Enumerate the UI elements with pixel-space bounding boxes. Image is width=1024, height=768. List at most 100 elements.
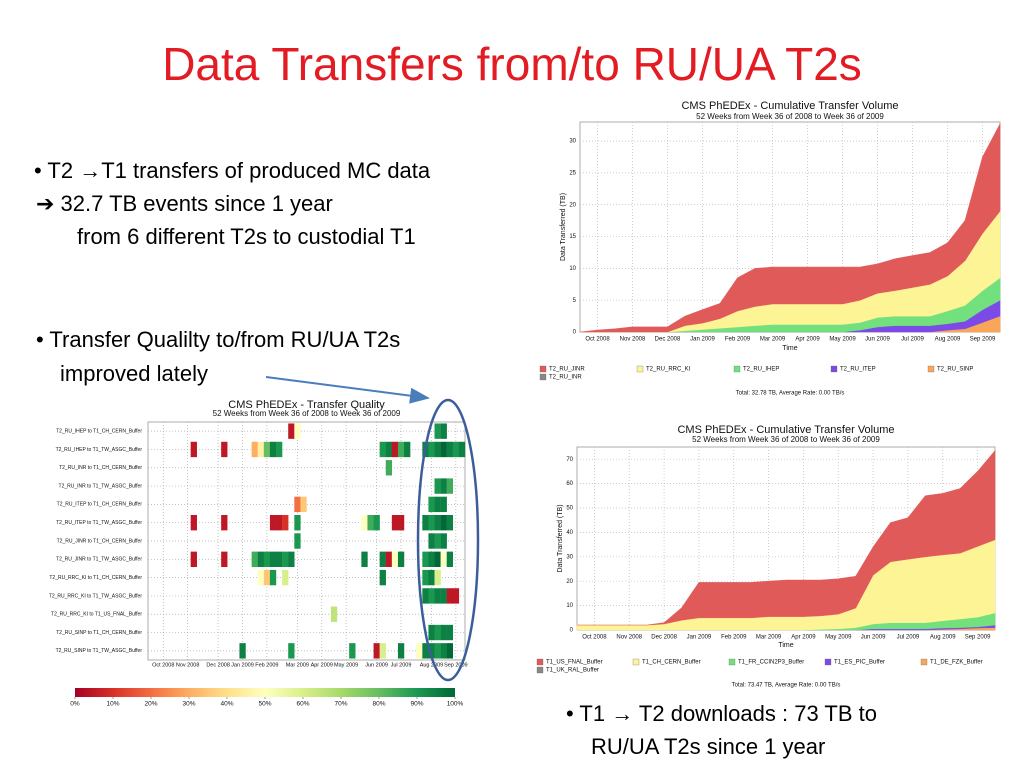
legend-swatch: [632, 658, 640, 666]
heat-cell: [428, 569, 435, 586]
legend-label: T2_RU_SINP: [937, 367, 973, 373]
chart-note: Total: 32.78 TB, Average Rate: 0.00 TB/s: [736, 391, 845, 397]
area: [577, 449, 996, 626]
chart-subtitle: 52 Weeks from Week 36 of 2008 to Week 36…: [692, 435, 880, 444]
x-tick-label: Mar 2009: [760, 337, 786, 343]
y-tick-label: 15: [569, 234, 576, 240]
callout-arrow: [265, 376, 430, 404]
y-tick-label: 10: [569, 266, 576, 272]
heat-cell: [373, 515, 380, 531]
heat-cell: [428, 643, 435, 659]
colorbar-label: 60%: [296, 701, 309, 708]
heat-cell: [361, 551, 368, 567]
heat-cell: [440, 496, 447, 513]
heat-cell: [434, 588, 441, 604]
legend-swatch: [733, 365, 741, 373]
column-label: Jul 2009: [391, 662, 412, 668]
heat-cell: [385, 441, 393, 458]
heat-cell: [190, 441, 197, 458]
column-label: Nov 2008: [176, 662, 200, 668]
legend-label: T1_ES_PIC_Buffer: [834, 660, 885, 666]
column-label: Jun 2009: [365, 662, 388, 668]
x-tick-label: Jul 2009: [901, 337, 924, 343]
heat-cell: [276, 441, 283, 458]
heat-cell: [434, 515, 441, 531]
colorbar: [75, 688, 455, 697]
heat-cell: [294, 423, 301, 439]
heat-cell: [269, 569, 277, 586]
heat-cell: [385, 460, 393, 476]
bullet: • T1 → T2 downloads : 73 TB to: [566, 701, 877, 726]
chart-subtitle: 52 Weeks from Week 36 of 2008 to Week 36…: [696, 112, 884, 121]
legend-swatch: [728, 658, 736, 666]
column-label: Oct 2008: [152, 662, 174, 668]
x-tick-label: Oct 2008: [585, 337, 610, 343]
heat-cell: [397, 643, 405, 659]
heat-cell: [440, 624, 447, 641]
legend-swatch: [636, 365, 644, 373]
row-label: T2_RU_INR to T1_CH_CERN_Buffer: [59, 465, 142, 471]
heat-cell: [391, 441, 399, 458]
heat-cell: [397, 441, 405, 458]
y-axis-label: Data Transferred (TB): [560, 193, 567, 261]
heat-cell: [282, 551, 289, 567]
heat-cell: [446, 551, 454, 567]
colorbar-label: 20%: [144, 701, 157, 708]
y-tick-label: 70: [566, 457, 573, 463]
heat-cell: [434, 423, 441, 439]
heat-cell: [428, 515, 435, 531]
heat-cell: [440, 588, 447, 604]
legend-label: T1_US_FNAL_Buffer: [546, 660, 603, 666]
heat-cell: [263, 551, 271, 567]
heat-cell: [434, 533, 441, 549]
row-label: T2_RU_RRC_KI to T1_CH_CERN_Buffer: [49, 575, 142, 581]
heat-cell: [251, 551, 258, 567]
colorbar-label: 0%: [70, 701, 80, 708]
heat-cell: [422, 551, 429, 567]
charts: CMS PhEDEx - Cumulative Transfer Volume5…: [49, 100, 1001, 708]
y-tick-label: 20: [569, 202, 576, 208]
x-tick-label: Dec 2008: [655, 337, 681, 343]
x-tick-label: Sep 2009: [970, 337, 996, 343]
y-tick-label: 10: [566, 603, 573, 609]
row-label: T2_RU_SINP to T1_TW_ASGC_Buffer: [56, 648, 143, 654]
row-label: T2_RU_ITEP to T1_TW_ASGC_Buffer: [56, 520, 142, 526]
column-label: Jan 2009: [231, 662, 254, 668]
heat-cell: [428, 588, 435, 604]
x-tick-label: Aug 2009: [930, 635, 956, 641]
heat-cell: [294, 515, 301, 531]
y-tick-label: 20: [566, 579, 573, 585]
colorbar-label: 100%: [447, 701, 464, 708]
x-tick-label: Jul 2009: [897, 635, 920, 641]
heat-cell: [440, 423, 447, 439]
bullet: • T2 →T1 transfers of produced MC data: [34, 158, 431, 183]
heat-cell: [190, 515, 197, 531]
heat-cell: [294, 496, 301, 513]
heat-cell: [391, 515, 399, 531]
row-label: T2_RU_SINP to T1_CH_CERN_Buffer: [56, 630, 142, 636]
heat-cell: [263, 569, 271, 586]
heat-cell: [434, 496, 441, 513]
column-label: Sep 2009: [444, 662, 468, 668]
heat-cell: [361, 515, 368, 531]
x-tick-label: Nov 2008: [616, 635, 642, 641]
x-tick-label: Apr 2009: [795, 337, 820, 343]
x-tick-label: Feb 2009: [725, 337, 751, 343]
heat-cell: [428, 624, 435, 641]
heat-cell: [434, 643, 441, 659]
x-tick-label: Jun 2009: [861, 635, 886, 641]
area: [579, 123, 1001, 333]
heat-cell: [434, 478, 441, 494]
x-tick-label: Mar 2009: [756, 635, 782, 641]
legend-label: T1_UK_RAL_Buffer: [546, 668, 599, 674]
heat-cell: [294, 533, 301, 549]
heat-cell: [379, 551, 386, 567]
colorbar-label: 40%: [220, 701, 233, 708]
legend-label: T2_RU_INR: [549, 375, 582, 381]
heat-cell: [428, 441, 435, 458]
legend-swatch: [920, 658, 928, 666]
row-label: T2_RU_IHEP to T1_TW_ASGC_Buffer: [56, 447, 143, 453]
row-label: T2_RU_RRC_KI to T1_US_FNAL_Buffer: [51, 612, 142, 618]
y-tick-label: 30: [566, 554, 573, 560]
legend-label: T1_DE_FZK_Buffer: [930, 660, 983, 666]
